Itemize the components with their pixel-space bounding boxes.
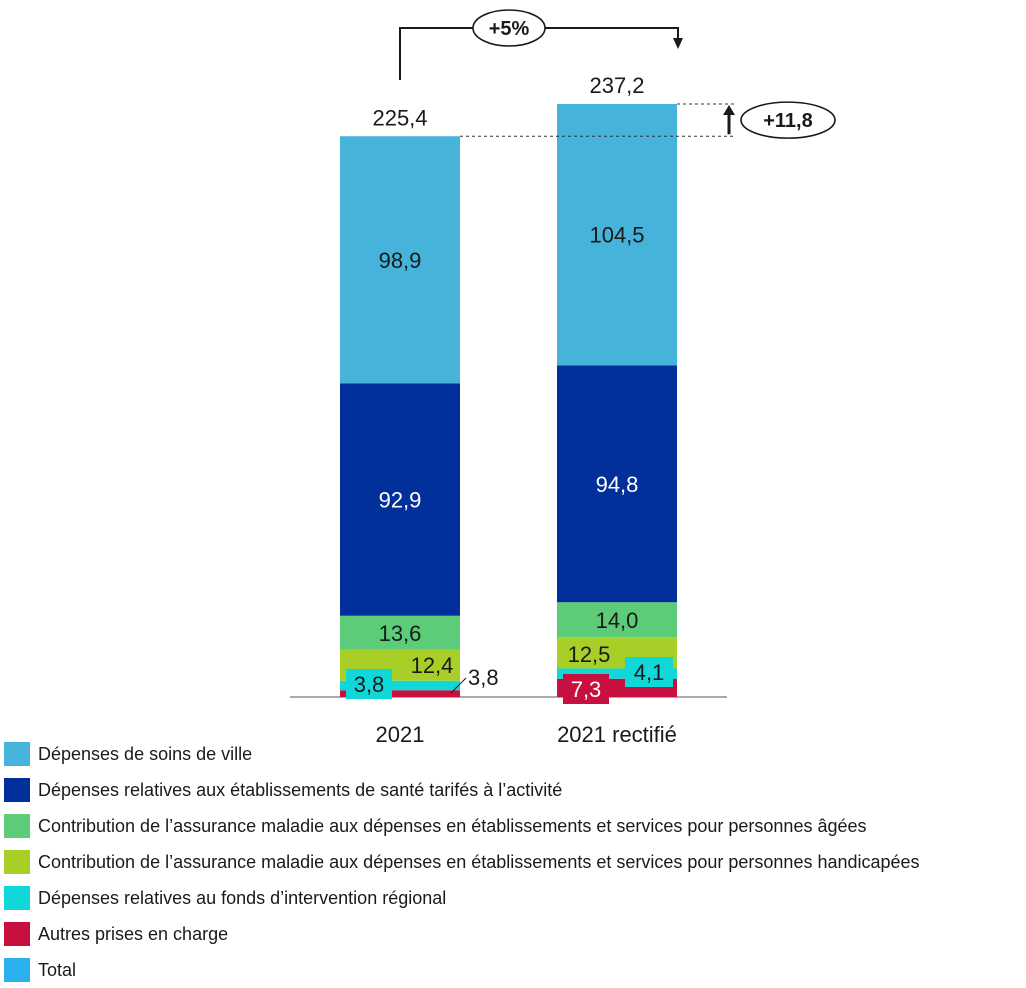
difference-bubble [740,101,836,139]
bar-segment [557,365,677,603]
legend-label: Contribution de l’assurance maladie aux … [38,815,867,836]
difference-label: +11,8 [763,110,813,132]
data-label: 12,4 [411,653,454,678]
legend: Dépenses de soins de ville Dépenses relat… [4,736,920,988]
data-label: 12,5 [568,642,611,667]
data-label-box [563,674,609,704]
legend-item: Total [4,952,920,988]
arrow-head [673,38,683,49]
bar-segment [557,602,677,638]
data-label: 3,8 [354,672,385,697]
data-label: 7,3 [571,677,602,702]
bar-segment [557,104,677,366]
legend-label: Dépenses relatives aux établissements de… [38,779,563,800]
data-label: 92,9 [379,488,422,513]
annotations-layer: +5% +11,8 [399,9,836,139]
bar-segment [340,690,460,697]
legend-label: Total [38,959,77,980]
growth-rate-label: +5% [489,18,530,40]
data-label: 98,9 [379,248,422,273]
legend-item: Autres prises en charge [4,916,920,952]
bar-segment [340,136,460,384]
total-label: 225,4 [372,105,427,130]
legend-label: Autres prises en charge [38,923,229,944]
legend-swatch [4,922,30,946]
legend-item: Contribution de l’assurance maladie aux … [4,844,920,880]
bar-segment [340,680,460,691]
data-label: 13,6 [379,621,422,646]
data-label: 4,1 [634,660,665,685]
labels-layer: 2021 225,4 98,9 92,9 13,6 2021 rectifié 237,2 1… [346,73,677,747]
legend-label: Contribution de l’assurance maladie aux … [38,851,920,872]
legend-swatch [4,742,30,766]
category-label: 2021 rectifié [557,722,677,747]
growth-bubble [472,9,546,47]
legend-swatch [4,778,30,802]
legend-item: Dépenses de soins de ville [4,736,920,772]
legend-swatch [4,814,30,838]
data-label: 104,5 [589,223,644,248]
legend-label: Dépenses relatives au fonds d’interventi… [38,887,447,908]
legend-swatch [4,886,30,910]
leader-line [450,677,467,694]
data-label-box [346,669,392,699]
data-label: 3,8 [468,665,499,690]
data-label: 14,0 [596,608,639,633]
bar-segment [340,383,460,616]
legend-item: Dépenses relatives au fonds d’interventi… [4,880,920,916]
bar-segment [557,668,677,679]
bar-segment [340,615,460,650]
legend-swatch [4,850,30,874]
arrow-head [723,105,735,115]
data-label: 94,8 [596,472,639,497]
legend-item: Dépenses relatives aux établissements de… [4,772,920,808]
legend-label: Dépenses de soins de ville [38,743,253,764]
legend-item: Contribution de l’assurance maladie aux … [4,808,920,844]
category-label: 2021 [376,722,425,747]
data-label-box [625,657,673,687]
legend-swatch [4,958,30,982]
total-label: 237,2 [589,73,644,98]
bars-layer [290,104,727,698]
